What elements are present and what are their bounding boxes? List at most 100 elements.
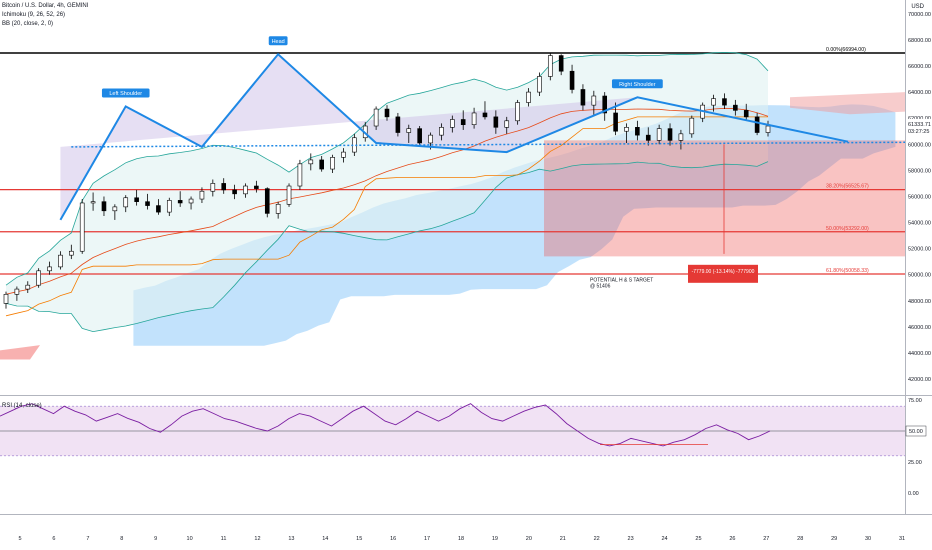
candle — [526, 91, 531, 103]
candlesticks[interactable] — [3, 52, 771, 309]
candle — [373, 108, 379, 127]
time-tick-label: 13 — [288, 536, 294, 542]
bollinger-legend: BB (20, close, 2, 0) — [2, 21, 54, 27]
candle — [166, 200, 172, 213]
candle — [460, 119, 466, 126]
pattern-tag — [611, 79, 663, 89]
price-tick-label: 44000.00 — [908, 351, 931, 357]
ichimoku-cloud-bearish — [0, 345, 40, 360]
price-tick-label: 70000.00 — [908, 12, 931, 18]
price-tick-label: 60000.00 — [908, 142, 931, 148]
candle — [722, 98, 727, 106]
candle — [69, 250, 74, 256]
price-tick-label: 68000.00 — [908, 38, 931, 44]
candle — [177, 200, 183, 204]
candle — [765, 125, 771, 133]
candle — [667, 128, 673, 141]
candle — [90, 201, 96, 204]
candle — [297, 163, 303, 187]
price-tick-label: 42000.00 — [908, 377, 931, 383]
price-tick-label: 56000.00 — [908, 194, 931, 200]
time-tick-label: 19 — [492, 536, 498, 542]
time-tick-label: 21 — [560, 536, 566, 542]
candle — [439, 127, 444, 136]
time-tick-label: 16 — [390, 536, 396, 542]
fib-label: 61.80%(50058.33) — [826, 268, 869, 274]
candle — [602, 95, 608, 114]
time-tick-label: 15 — [356, 536, 362, 542]
candle — [341, 151, 346, 158]
candle — [101, 201, 107, 212]
candle — [645, 134, 651, 141]
price-axis[interactable]: 70000.0068000.0066000.0064000.0062000.00… — [906, 12, 932, 383]
candle — [471, 112, 477, 126]
bollinger-upper-line — [5, 51, 769, 286]
current-price-tag — [906, 118, 932, 135]
candle — [210, 183, 216, 192]
rsi-tick-label: 0.00 — [908, 491, 919, 497]
candle — [624, 127, 629, 132]
time-tick-label: 9 — [154, 536, 157, 542]
candle — [199, 190, 205, 200]
candle — [754, 116, 760, 133]
pattern-tag — [101, 88, 150, 98]
candle — [711, 98, 716, 106]
candle — [537, 76, 542, 93]
pattern-labels: Left Shoulder Head Right Shoulder — [101, 36, 663, 98]
price-tick-label: 52000.00 — [908, 247, 931, 253]
time-tick-label: 25 — [695, 536, 701, 542]
candle — [188, 198, 194, 204]
price-tick-label: 58000.00 — [908, 168, 931, 174]
price-pane[interactable]: 0.00%(66994.00) 38.20%(56525.67) 50.00%(53… — [0, 36, 905, 360]
fib-label: 38.20%(56525.67) — [826, 184, 869, 190]
candle — [264, 188, 270, 214]
price-tick-label: 46000.00 — [908, 325, 931, 331]
price-tick-label: 64000.00 — [908, 90, 931, 96]
time-tick-label: 7 — [86, 536, 89, 542]
time-tick-label: 8 — [120, 536, 123, 542]
candle — [319, 159, 324, 170]
head-and-shoulders-pattern[interactable] — [59, 52, 849, 221]
candle — [134, 197, 139, 202]
rsi-tick-label: 75.00 — [908, 398, 922, 404]
pattern-tag-text: Right Shoulder — [619, 82, 656, 88]
candle — [689, 117, 695, 135]
bar-countdown: 03:27:25 — [908, 129, 929, 135]
price-tick-label: 66000.00 — [908, 64, 931, 70]
candle — [635, 127, 640, 136]
candle — [254, 185, 259, 189]
candle — [547, 55, 553, 77]
rsi-tick-label: 25.00 — [908, 460, 922, 466]
candle — [308, 159, 314, 165]
time-tick-label: 24 — [661, 536, 667, 542]
rsi-value-tag — [905, 425, 927, 437]
rsi-value: 50.00 — [909, 429, 923, 435]
currency-label: USD — [911, 4, 924, 10]
target-zone — [544, 140, 905, 257]
pattern-tag-text: Head — [272, 39, 285, 45]
time-tick-label: 6 — [52, 536, 55, 542]
candle — [47, 266, 52, 272]
time-tick-label: 31 — [899, 536, 905, 542]
symbol-title: Bitcoin / U.S. Dollar, 4h, GEMINI — [2, 3, 89, 9]
candle — [36, 270, 41, 286]
time-tick-label: 26 — [729, 536, 735, 542]
candle — [58, 254, 63, 268]
rsi-pane[interactable] — [0, 403, 905, 457]
rsi-legend: RSI (14, close) — [2, 403, 42, 409]
candle — [232, 189, 237, 195]
time-tick-label: 5 — [18, 536, 21, 542]
neckline[interactable] — [71, 141, 905, 148]
time-tick-label: 27 — [763, 536, 769, 542]
ichimoku-legend: Ichimoku (9, 26, 52, 26) — [2, 12, 66, 18]
time-tick-label: 30 — [865, 536, 871, 542]
candle — [384, 108, 390, 118]
candle — [428, 134, 433, 144]
pattern-tag — [268, 36, 288, 46]
time-axis[interactable]: 5 6 7 8 9 10 11 12 13 14 15 16 17 18 19 20 21 22 23 24 25 26 2… — [18, 536, 905, 542]
candle — [79, 202, 85, 252]
candle — [25, 284, 31, 290]
candle — [613, 112, 618, 132]
